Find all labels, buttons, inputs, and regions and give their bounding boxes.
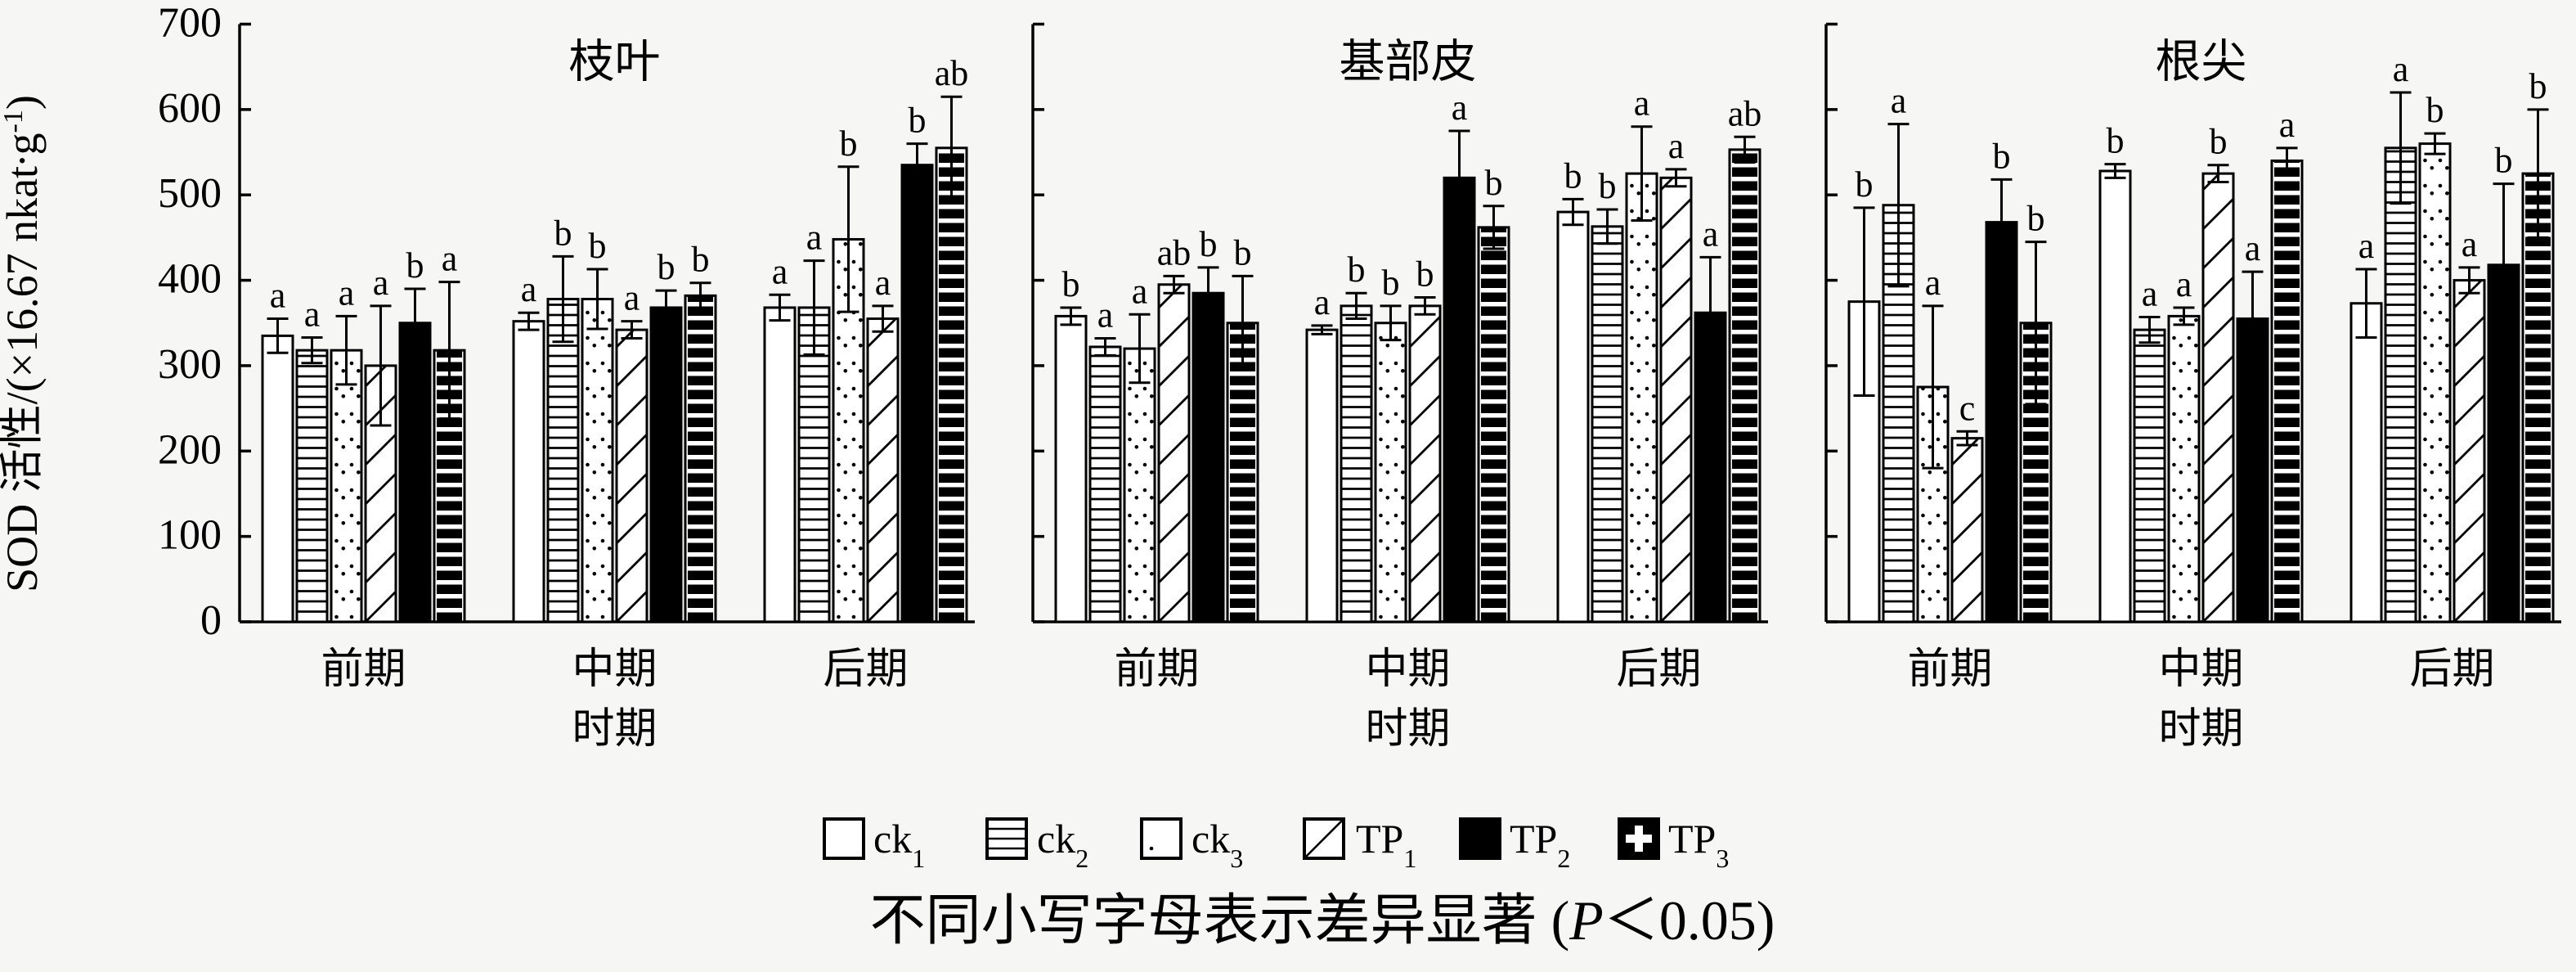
svg-text:a: a <box>875 263 891 303</box>
svg-text:a: a <box>521 269 537 309</box>
svg-text:b: b <box>1382 263 1400 303</box>
svg-text:b: b <box>1416 254 1434 294</box>
svg-text:700: 700 <box>158 0 222 47</box>
svg-text:ab: ab <box>935 53 969 93</box>
svg-text:枝叶: 枝叶 <box>569 38 661 88</box>
svg-text:400: 400 <box>158 256 222 303</box>
svg-text:ab: ab <box>1728 93 1762 133</box>
svg-text:b: b <box>1062 264 1080 304</box>
svg-text:200: 200 <box>158 426 222 473</box>
svg-text:a: a <box>304 294 321 334</box>
svg-text:a: a <box>373 263 389 303</box>
svg-text:b: b <box>1234 232 1252 272</box>
svg-text:基部皮: 基部皮 <box>1340 38 1477 88</box>
svg-text:a: a <box>2358 226 2375 266</box>
svg-text:前期: 前期 <box>1114 646 1199 693</box>
svg-text:100: 100 <box>158 512 222 559</box>
svg-text:b: b <box>2495 141 2513 181</box>
svg-text:a: a <box>1097 295 1114 335</box>
svg-text:a: a <box>806 218 823 258</box>
svg-text:后期: 后期 <box>2409 646 2494 693</box>
svg-text:a: a <box>624 278 640 318</box>
svg-text:根尖: 根尖 <box>2156 38 2247 88</box>
svg-text:b: b <box>2426 90 2444 130</box>
svg-text:a: a <box>1703 214 1719 254</box>
svg-text:a: a <box>2279 105 2296 145</box>
svg-text:a: a <box>1891 81 1907 121</box>
svg-text:前期: 前期 <box>321 646 406 693</box>
svg-text:a: a <box>2142 273 2158 313</box>
svg-text:a: a <box>2245 228 2261 268</box>
svg-text:时期: 时期 <box>2158 706 2243 753</box>
svg-text:600: 600 <box>158 85 222 132</box>
svg-text:b: b <box>1348 250 1366 290</box>
svg-text:a: a <box>270 276 286 316</box>
svg-text:a: a <box>2176 264 2192 304</box>
svg-text:后期: 后期 <box>1616 646 1701 693</box>
svg-text:时期: 时期 <box>1365 706 1450 753</box>
svg-text:b: b <box>909 101 927 141</box>
svg-text:b: b <box>2027 199 2045 239</box>
svg-text:c: c <box>1959 388 1976 428</box>
svg-text:a: a <box>1668 126 1685 166</box>
svg-text:b: b <box>589 226 607 266</box>
svg-text:b: b <box>2529 66 2547 106</box>
svg-text:b: b <box>1599 166 1617 206</box>
svg-text:a: a <box>1925 263 1941 303</box>
svg-text:a: a <box>2462 224 2478 264</box>
svg-text:b: b <box>2107 121 2125 161</box>
svg-text:b: b <box>1856 164 1874 205</box>
svg-text:b: b <box>1564 155 1582 196</box>
svg-text:前期: 前期 <box>1907 646 1992 693</box>
svg-text:中期: 中期 <box>572 646 657 693</box>
svg-text:SOD 活性/(×16.67 nkat∙g-1): SOD 活性/(×16.67 nkat∙g-1) <box>0 95 47 592</box>
svg-text:300: 300 <box>158 341 222 388</box>
svg-text:a: a <box>1452 88 1468 128</box>
svg-text:a: a <box>1132 271 1148 311</box>
svg-text:a: a <box>1314 282 1331 322</box>
svg-text:b: b <box>840 124 858 164</box>
svg-text:b: b <box>1485 163 1503 203</box>
svg-text:b: b <box>1993 136 2011 176</box>
svg-text:后期: 后期 <box>823 646 908 693</box>
svg-text:中期: 中期 <box>1365 646 1450 693</box>
svg-text:ab: ab <box>1157 232 1192 272</box>
svg-text:a: a <box>2393 49 2409 89</box>
svg-text:500: 500 <box>158 170 222 217</box>
svg-text:时期: 时期 <box>572 706 657 753</box>
svg-text:b: b <box>554 213 572 253</box>
svg-text:a: a <box>772 251 788 291</box>
svg-text:a: a <box>339 272 355 313</box>
svg-text:b: b <box>657 247 675 287</box>
svg-text:b: b <box>406 245 424 286</box>
svg-text:b: b <box>692 240 710 280</box>
svg-text:b: b <box>2210 122 2228 162</box>
svg-text:中期: 中期 <box>2158 646 2243 693</box>
svg-text:0: 0 <box>200 597 222 644</box>
svg-text:a: a <box>442 239 458 279</box>
svg-text:a: a <box>1634 83 1650 124</box>
svg-text:b: b <box>1200 224 1218 264</box>
svg-text:不同小写字母表示差异显著 (P＜0.05): 不同小写字母表示差异显著 (P＜0.05) <box>870 889 1775 952</box>
